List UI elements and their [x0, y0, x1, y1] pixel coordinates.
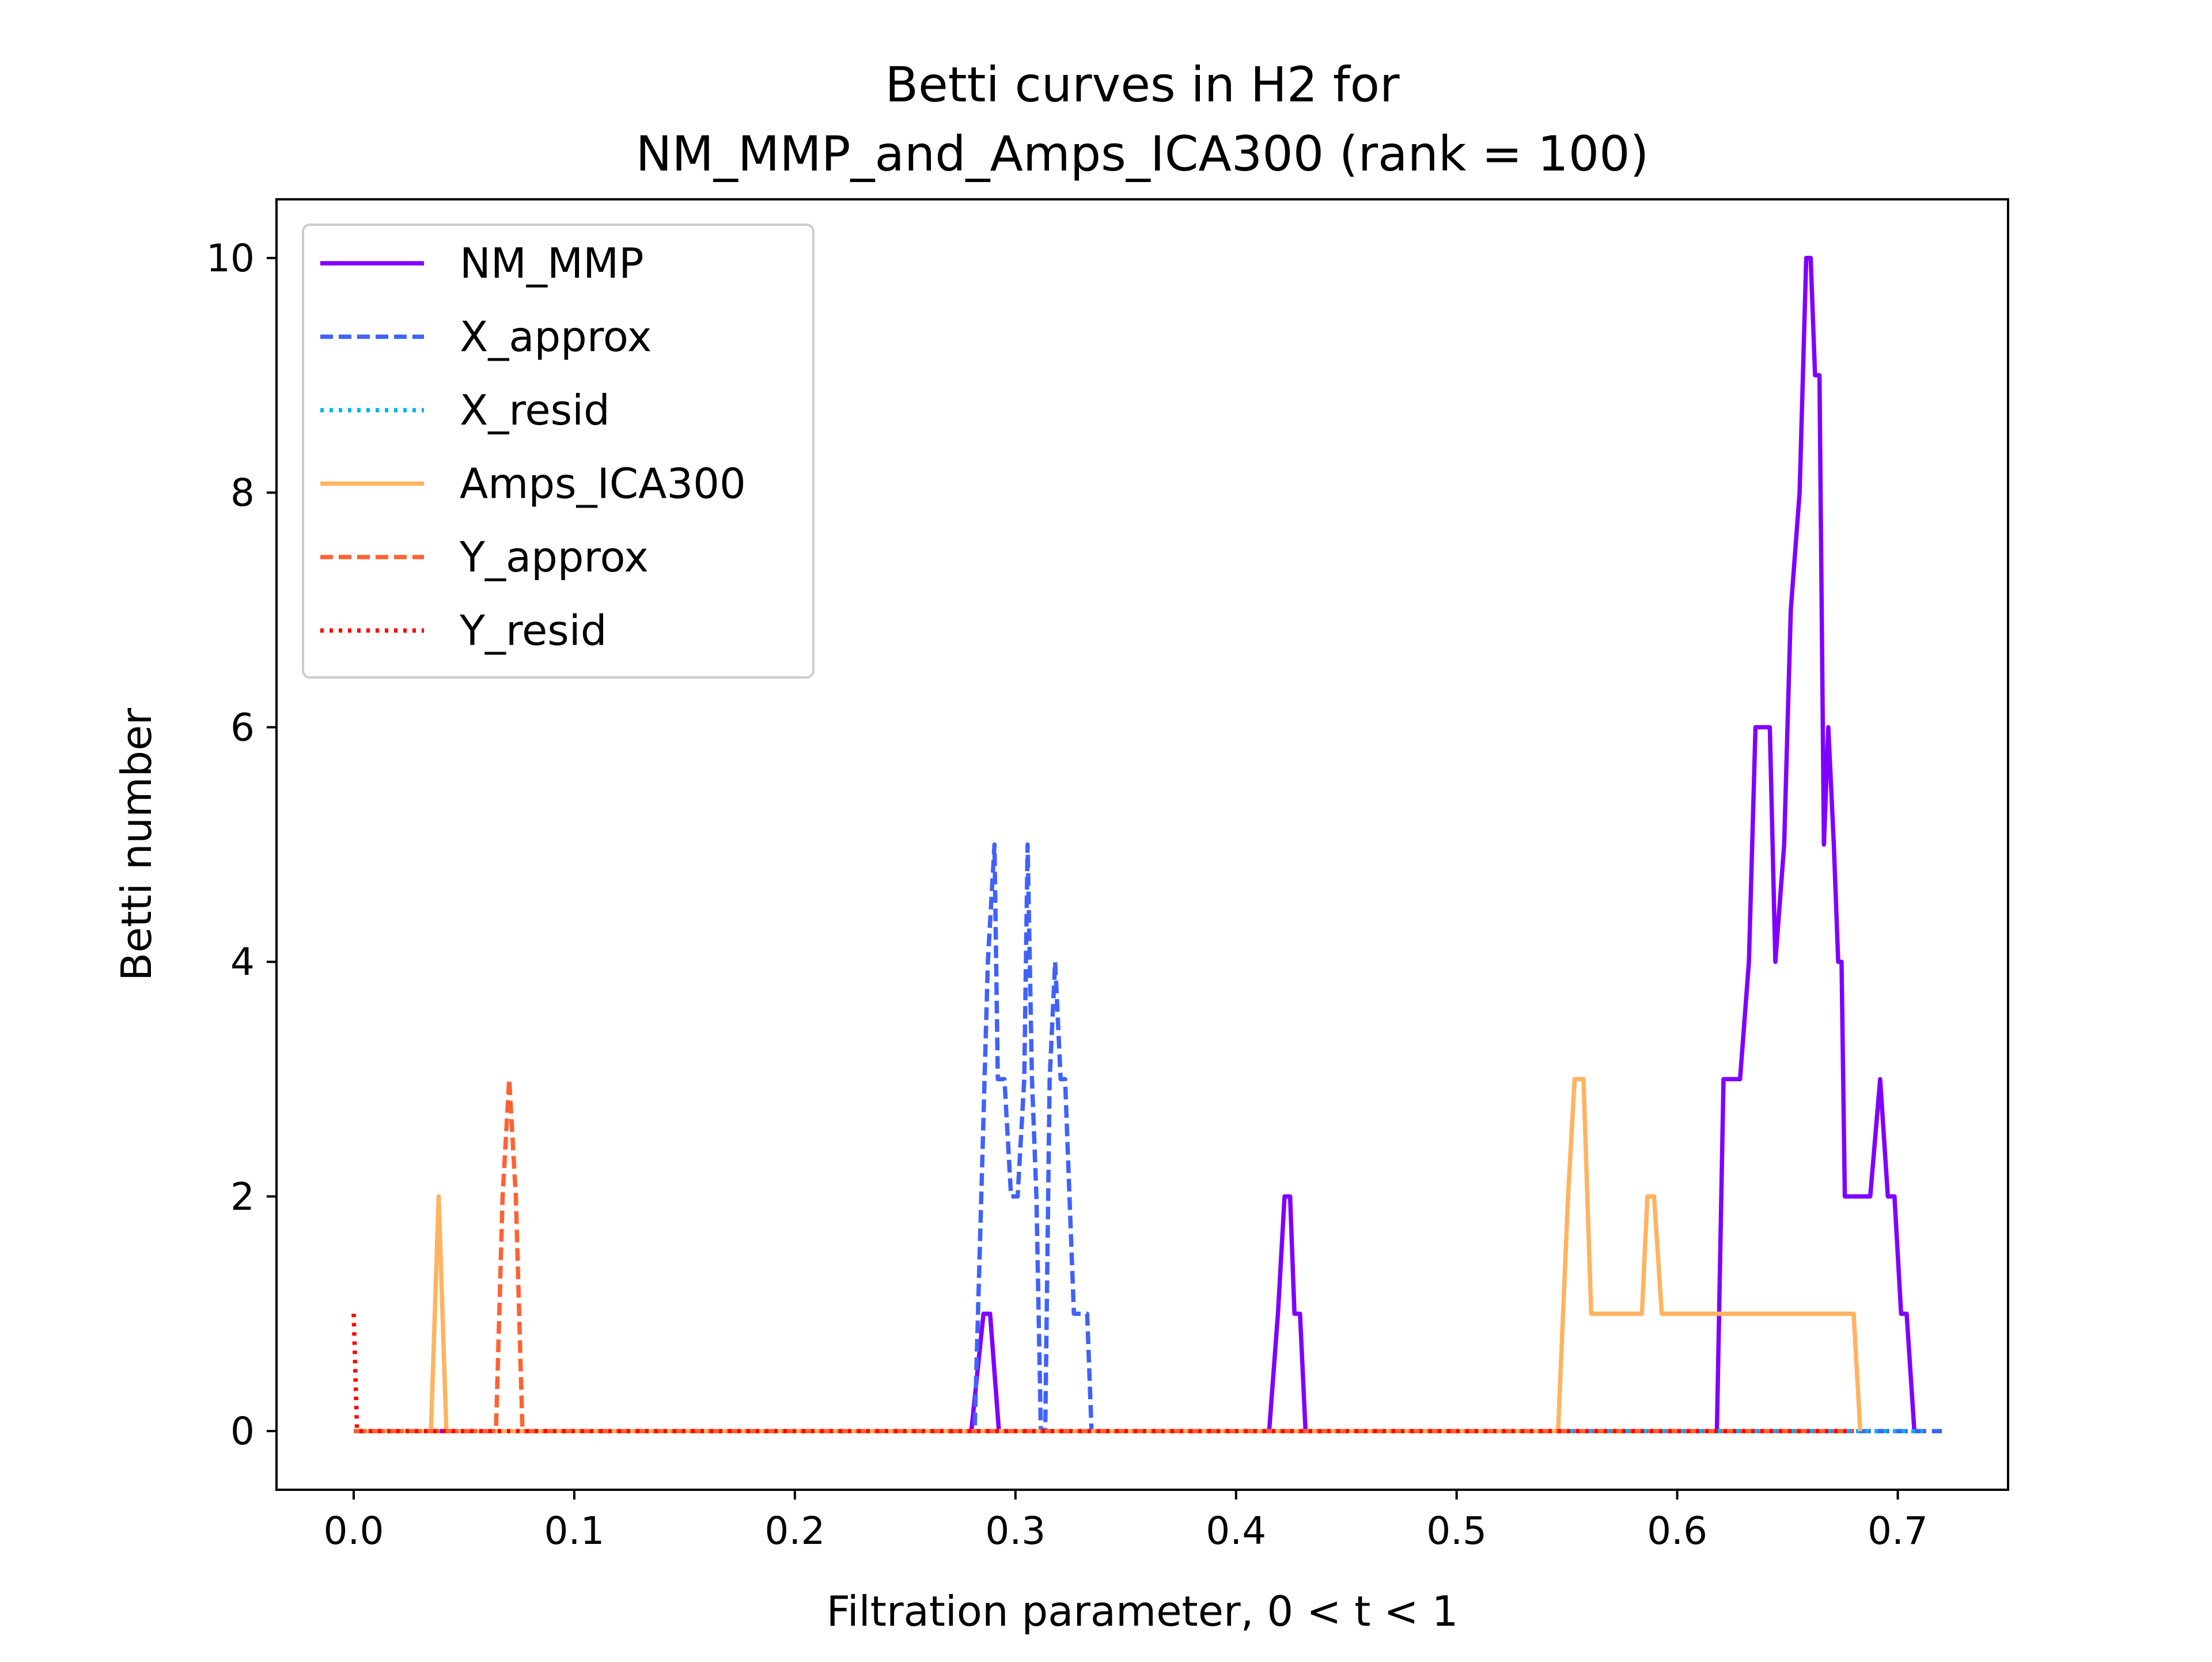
series-layer — [351, 256, 1942, 1433]
x-tick-label: 0.6 — [1647, 1509, 1707, 1553]
y-tick-label: 4 — [230, 940, 255, 985]
y-tick-label: 2 — [230, 1175, 255, 1219]
x-tick-label: 0.5 — [1426, 1509, 1487, 1553]
y-tick-label: 8 — [230, 471, 255, 515]
x-tick-label: 0.1 — [544, 1509, 604, 1553]
plot-frame — [275, 198, 2009, 1491]
x-tick-label: 0.3 — [985, 1509, 1046, 1553]
x-axis-ticks: 0.0 0.1 0.2 0.3 0.4 0.5 0.6 0.7 — [324, 1490, 1928, 1553]
series-line-nm-mmp — [354, 256, 1923, 1433]
y-axis-label: Betti number — [112, 708, 161, 981]
legend-box — [302, 224, 815, 679]
legend-label: NM_MMP — [460, 239, 644, 287]
legend-label: Y_resid — [459, 607, 607, 655]
legend-label: X_resid — [460, 386, 610, 434]
y-tick-label: 6 — [230, 705, 255, 749]
x-tick-label: 0.2 — [764, 1509, 825, 1553]
y-tick-label: 0 — [230, 1409, 255, 1453]
legend: NM_MMP X_approx X_resid Amps_ICA300 Y_approx… — [302, 224, 815, 679]
chart-title-line-2: NM_MMP_and_Amps_ICA300 (rank = 100) — [636, 126, 1649, 182]
series-line-amps-ica300 — [354, 1077, 1863, 1433]
legend-label: Amps_ICA300 — [460, 460, 746, 508]
x-tick-label: 0.0 — [324, 1509, 384, 1553]
x-axis-label: Filtration parameter, 0 < t < 1 — [827, 1587, 1459, 1636]
y-tick-label: 10 — [206, 236, 255, 281]
x-tick-label: 0.4 — [1206, 1509, 1266, 1553]
y-axis-ticks: 0 2 4 6 8 10 — [206, 236, 276, 1453]
x-tick-label: 0.7 — [1868, 1509, 1928, 1553]
chart-title-line-1: Betti curves in H2 for — [885, 56, 1400, 113]
legend-entries: NM_MMP X_approx X_resid Amps_ICA300 Y_approx… — [320, 239, 746, 655]
legend-label: X_approx — [460, 313, 652, 361]
series-line-y-resid — [351, 1313, 1854, 1433]
legend-label: Y_approx — [459, 533, 649, 581]
